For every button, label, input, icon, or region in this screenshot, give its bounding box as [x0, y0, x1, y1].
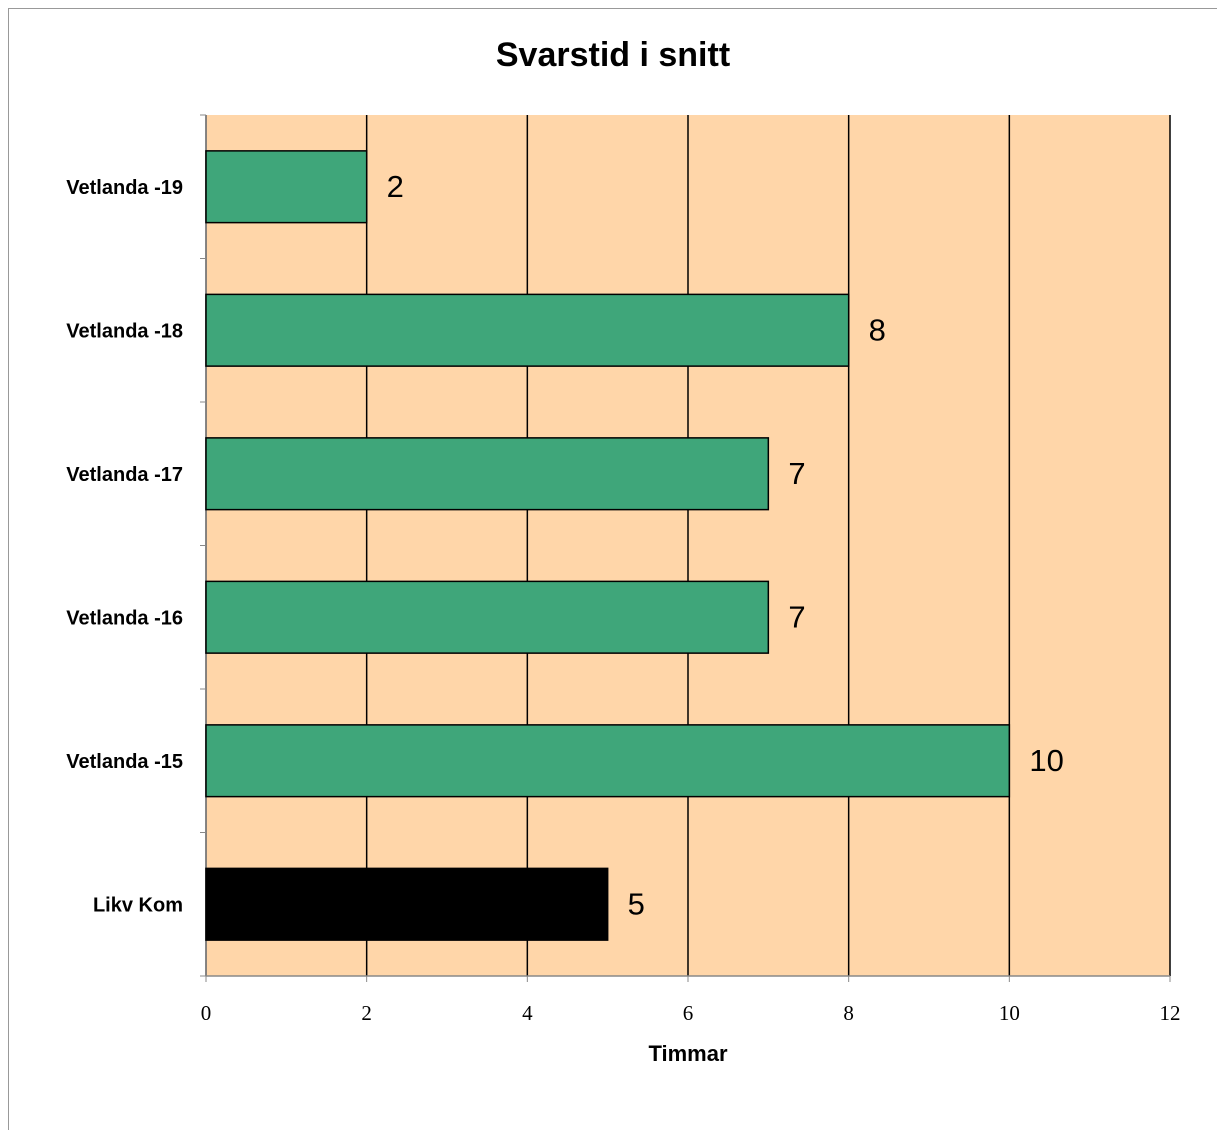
bar [205, 293, 850, 367]
y-tick-label: Vetlanda -17 [66, 464, 183, 486]
x-tick-label: 10 [999, 1001, 1020, 1025]
value-label: 2 [387, 169, 404, 204]
x-tick-label: 0 [201, 1001, 212, 1025]
value-label: 5 [628, 886, 645, 921]
value-label: 8 [869, 312, 886, 347]
bar [205, 724, 1011, 798]
chart-title: Svarstid i snitt [496, 36, 730, 74]
x-tick-label: 6 [683, 1001, 694, 1025]
bar [205, 867, 609, 941]
value-label: 10 [1029, 743, 1063, 778]
y-tick-label: Likv Kom [93, 895, 183, 917]
y-tick-label: Vetlanda -19 [66, 177, 183, 199]
x-tick-label: 12 [1160, 1001, 1181, 1025]
value-label: 7 [788, 599, 805, 634]
value-label: 7 [788, 456, 805, 491]
x-tick-label: 2 [361, 1001, 372, 1025]
x-tick-label: 8 [843, 1001, 854, 1025]
bar [205, 150, 368, 224]
x-tick-label: 4 [522, 1001, 533, 1025]
y-tick-label: Vetlanda -15 [66, 751, 183, 773]
x-axis-label: Timmar [648, 1041, 728, 1066]
y-tick-label: Vetlanda -16 [66, 608, 183, 630]
bar [205, 580, 770, 654]
bar [205, 437, 770, 511]
y-tick-label: Vetlanda -18 [66, 321, 183, 343]
